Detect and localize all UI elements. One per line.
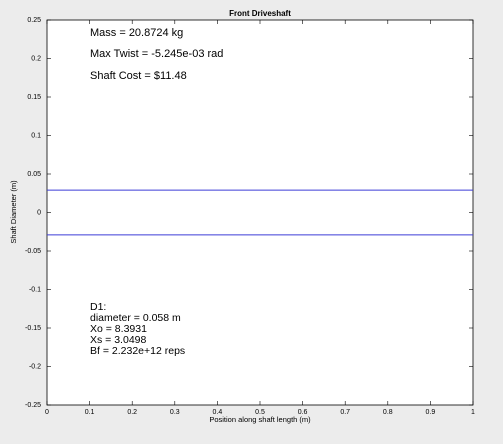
x-tick-label: 0.9 <box>426 409 436 416</box>
y-tick-label: 0.1 <box>31 132 41 139</box>
y-tick-label: -0.1 <box>29 286 41 293</box>
y-tick-label: -0.2 <box>29 363 41 370</box>
x-tick-label: 0.6 <box>298 409 308 416</box>
annotation: Bf = 2.232e+12 reps <box>90 345 185 357</box>
y-tick-label: 0.05 <box>27 171 41 178</box>
y-tick-label: 0 <box>37 209 41 216</box>
x-tick-label: 0.4 <box>213 409 223 416</box>
plot-area <box>46 19 474 406</box>
x-tick-label: 0.5 <box>255 409 265 416</box>
y-tick-label: 0.25 <box>27 17 41 24</box>
y-axis-label: Shaft Diameter (m) <box>9 180 18 244</box>
y-tick-label: -0.15 <box>25 325 41 332</box>
x-tick-label: 0.1 <box>85 409 95 416</box>
x-tick-label: 0.3 <box>170 409 180 416</box>
x-tick-label: 0.8 <box>383 409 393 416</box>
y-tick-label: 0.15 <box>27 94 41 101</box>
y-tick-label: 0.2 <box>31 55 41 62</box>
y-tick-label: -0.05 <box>25 248 41 255</box>
annotation: Xo = 8.3931 <box>90 323 147 335</box>
annotation: Max Twist = -5.245e-03 rad <box>90 48 223 60</box>
annotation: Mass = 20.8724 kg <box>90 27 183 39</box>
x-axis-label: Position along shaft length (m) <box>209 415 311 424</box>
annotation: Xs = 3.0498 <box>90 334 146 346</box>
x-tick-label: 0.7 <box>340 409 350 416</box>
x-tick-label: 0 <box>45 409 49 416</box>
chart-title: Front Driveshaft <box>229 9 291 18</box>
x-tick-label: 0.2 <box>127 409 137 416</box>
x-tick-label: 1 <box>471 409 475 416</box>
annotation: Shaft Cost = $11.48 <box>90 70 187 82</box>
y-tick-label: -0.25 <box>25 402 41 409</box>
annotation: D1: <box>90 301 106 313</box>
annotation: diameter = 0.058 m <box>90 312 181 324</box>
